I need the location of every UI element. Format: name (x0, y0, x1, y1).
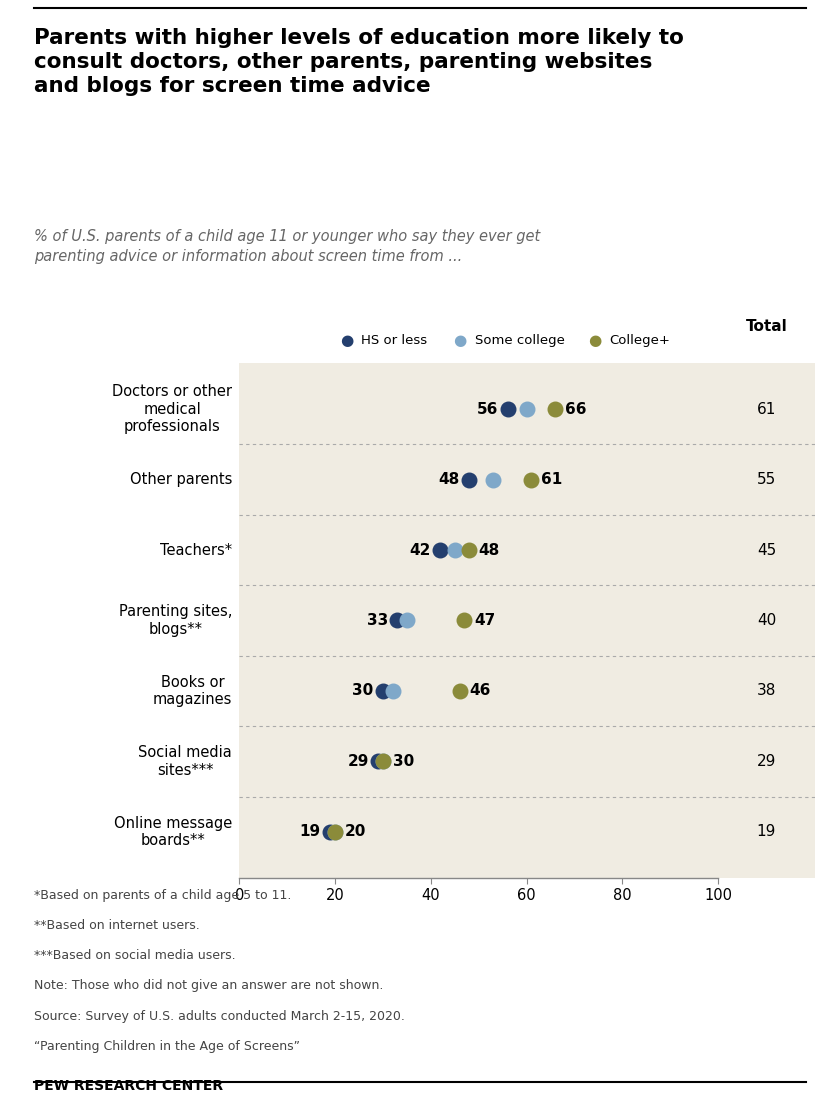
Text: Teachers*: Teachers* (160, 542, 232, 558)
Point (458, 612, 471, 629)
Text: HS or less: HS or less (361, 334, 428, 348)
Point (449, 541, 462, 559)
Text: 33: 33 (366, 613, 388, 628)
Text: Other parents: Other parents (130, 472, 232, 487)
Text: **Based on internet users.: **Based on internet users. (34, 919, 199, 932)
Text: 29: 29 (347, 754, 369, 769)
Text: 61: 61 (541, 472, 562, 487)
Point (525, 471, 538, 489)
Point (463, 471, 476, 489)
Point (386, 682, 399, 700)
Text: 20: 20 (344, 824, 366, 840)
Point (486, 471, 500, 489)
Text: Some college: Some college (475, 334, 564, 348)
Point (549, 400, 562, 418)
Text: ●: ● (588, 333, 601, 349)
Text: College+: College+ (609, 334, 669, 348)
Point (328, 823, 342, 841)
Text: Social media
sites***: Social media sites*** (139, 746, 232, 778)
Text: 48: 48 (479, 542, 500, 558)
Point (501, 400, 514, 418)
Text: Online message
boards**: Online message boards** (114, 816, 232, 849)
Text: 46: 46 (470, 683, 491, 699)
Text: 55: 55 (757, 472, 776, 487)
Text: *Based on parents of a child age 5 to 11.: *Based on parents of a child age 5 to 11… (34, 889, 291, 902)
Text: 30: 30 (392, 754, 414, 769)
Text: 30: 30 (352, 683, 374, 699)
Text: Doctors or other
medical
professionals: Doctors or other medical professionals (113, 385, 232, 434)
Point (371, 752, 385, 770)
Text: 45: 45 (757, 542, 776, 558)
Point (463, 541, 476, 559)
Point (376, 682, 390, 700)
Text: PEW RESEARCH CENTER: PEW RESEARCH CENTER (34, 1079, 223, 1093)
Point (520, 400, 533, 418)
Point (328, 823, 342, 841)
Text: Total: Total (746, 320, 787, 334)
Point (376, 752, 390, 770)
Point (323, 823, 337, 841)
Text: Parenting sites,
blogs**: Parenting sites, blogs** (118, 605, 232, 636)
Text: % of U.S. parents of a child age 11 or younger who say they ever get
parenting a: % of U.S. parents of a child age 11 or y… (34, 229, 540, 264)
Text: 56: 56 (476, 401, 498, 417)
Point (376, 752, 390, 770)
Point (453, 682, 466, 700)
Point (400, 612, 413, 629)
Text: 19: 19 (300, 824, 321, 840)
Text: 40: 40 (757, 613, 776, 628)
Text: Books or
magazines: Books or magazines (153, 675, 232, 708)
Text: 61: 61 (757, 401, 776, 417)
Text: Note: Those who did not give an answer are not shown.: Note: Those who did not give an answer a… (34, 979, 383, 993)
Text: ●: ● (340, 333, 354, 349)
Text: 47: 47 (474, 613, 496, 628)
Text: 42: 42 (410, 542, 431, 558)
Text: 66: 66 (565, 401, 586, 417)
Text: Source: Survey of U.S. adults conducted March 2-15, 2020.: Source: Survey of U.S. adults conducted … (34, 1010, 405, 1023)
Text: 29: 29 (757, 754, 776, 769)
Text: ***Based on social media users.: ***Based on social media users. (34, 949, 235, 963)
Text: Parents with higher levels of education more likely to
consult doctors, other pa: Parents with higher levels of education … (34, 28, 684, 96)
Text: “Parenting Children in the Age of Screens”: “Parenting Children in the Age of Screen… (34, 1040, 300, 1053)
Point (433, 541, 447, 559)
Text: 38: 38 (757, 683, 776, 699)
Text: 19: 19 (757, 824, 776, 840)
Text: ●: ● (454, 333, 467, 349)
Point (391, 612, 404, 629)
Text: 48: 48 (438, 472, 459, 487)
